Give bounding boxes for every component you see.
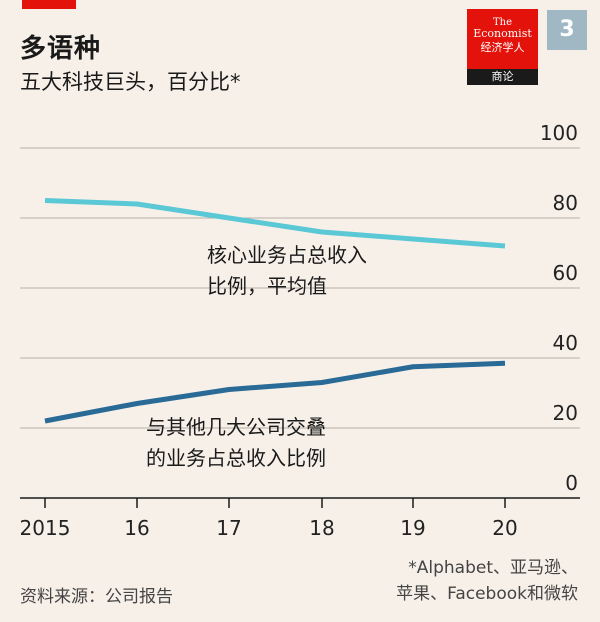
y-tick-label-80: 80 [553,191,578,215]
y-tick-label-20: 20 [553,401,578,425]
x-tick-label-16: 16 [124,516,149,540]
series-1-annotation-line-1: 的业务占总收入比例 [146,446,326,470]
logo-bar: 商论 [467,69,538,85]
y-tick-label-40: 40 [553,331,578,355]
brand-bar [22,0,76,9]
footnote-line1: *Alphabet、亚马逊、 [408,558,578,578]
logo-line1: The [492,17,513,28]
y-tick-label-60: 60 [553,261,578,285]
x-tick-label-2015: 2015 [20,516,71,540]
chart-title: 多语种 [20,34,102,64]
x-tick-label-20: 20 [492,516,517,540]
x-tick-label-18: 18 [309,516,334,540]
x-tick-label-17: 17 [216,516,241,540]
economist-logo: The Economist 经济学人 商论 [467,9,538,85]
series-0-annotation-line-1: 比例，平均值 [207,274,327,298]
y-tick-label-100: 100 [540,121,578,145]
chart-number-badge: 3 [547,10,587,50]
series-0-annotation-line-0: 核心业务占总收入 [207,243,367,267]
x-tick-label-19: 19 [400,516,425,540]
y-tick-label-0: 0 [565,471,578,495]
footnote-line2: 苹果、Facebook和微软 [396,584,578,604]
source-note: 资料来源：公司报告 [20,587,173,607]
chart-subtitle: 五大科技巨头，百分比* [20,70,241,94]
series-line-1 [44,360,506,424]
logo-line3: 经济学人 [480,41,525,54]
series-line-0 [44,198,506,249]
series-1-annotation-line-0: 与其他几大公司交叠 [146,415,326,439]
footnote: *Alphabet、亚马逊、 苹果、Facebook和微软 [396,555,578,607]
logo-line2: Economist [473,27,532,40]
